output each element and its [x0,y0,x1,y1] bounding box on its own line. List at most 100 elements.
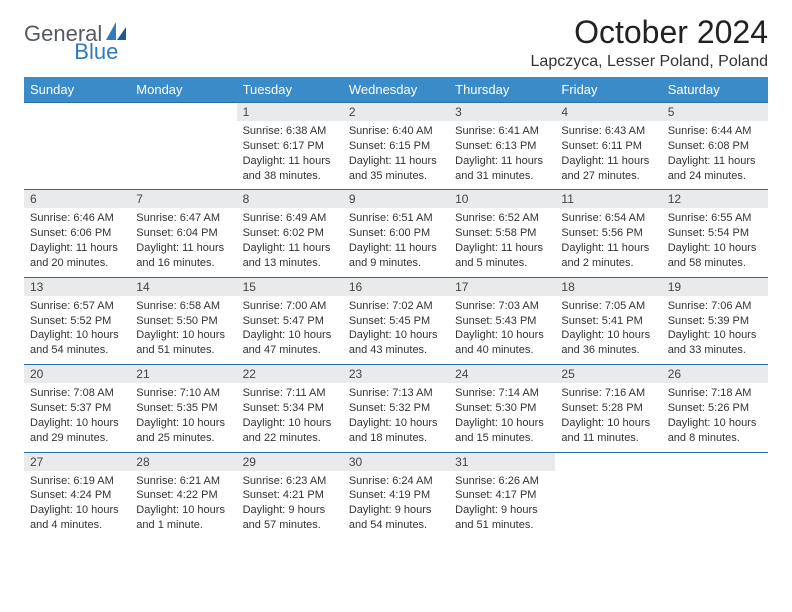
sunset-line: Sunset: 4:21 PM [243,488,337,503]
sunset-line: Sunset: 4:22 PM [136,488,230,503]
daylight-line: Daylight: 11 hours and 13 minutes. [243,241,337,271]
weekday-header: Sunday [24,77,130,103]
day-details-cell: Sunrise: 6:55 AMSunset: 5:54 PMDaylight:… [662,208,768,277]
sunrise-line: Sunrise: 6:19 AM [30,474,124,489]
daylight-line: Daylight: 11 hours and 20 minutes. [30,241,124,271]
day-details-cell [130,121,236,190]
daylight-line: Daylight: 10 hours and 1 minute. [136,503,230,533]
day-number-cell [24,103,130,122]
day-number-cell: 26 [662,365,768,384]
month-title: October 2024 [531,14,768,51]
day-details-cell [662,471,768,539]
day-details-cell: Sunrise: 6:21 AMSunset: 4:22 PMDaylight:… [130,471,236,539]
day-number-cell: 29 [237,452,343,471]
day-number-cell: 13 [24,277,130,296]
daylight-line: Daylight: 10 hours and 54 minutes. [30,328,124,358]
sunrise-line: Sunrise: 7:06 AM [668,299,762,314]
daylight-line: Daylight: 10 hours and 58 minutes. [668,241,762,271]
day-details-cell: Sunrise: 6:54 AMSunset: 5:56 PMDaylight:… [555,208,661,277]
sunrise-line: Sunrise: 6:46 AM [30,211,124,226]
weekday-header: Friday [555,77,661,103]
title-block: October 2024 Lapczyca, Lesser Poland, Po… [531,14,768,71]
weekday-header: Saturday [662,77,768,103]
sunset-line: Sunset: 5:52 PM [30,314,124,329]
sunset-line: Sunset: 6:13 PM [455,139,549,154]
sunrise-line: Sunrise: 7:08 AM [30,386,124,401]
day-number-cell [130,103,236,122]
day-number-cell: 5 [662,103,768,122]
sunset-line: Sunset: 5:56 PM [561,226,655,241]
day-details-cell: Sunrise: 6:44 AMSunset: 6:08 PMDaylight:… [662,121,768,190]
sunset-line: Sunset: 5:34 PM [243,401,337,416]
sunset-line: Sunset: 6:17 PM [243,139,337,154]
sunset-line: Sunset: 5:43 PM [455,314,549,329]
header: General Blue October 2024 Lapczyca, Less… [24,14,768,71]
day-details-cell: Sunrise: 7:02 AMSunset: 5:45 PMDaylight:… [343,296,449,365]
daylight-line: Daylight: 10 hours and 4 minutes. [30,503,124,533]
sunset-line: Sunset: 5:30 PM [455,401,549,416]
sunset-line: Sunset: 5:39 PM [668,314,762,329]
sunrise-line: Sunrise: 6:57 AM [30,299,124,314]
sunset-line: Sunset: 6:06 PM [30,226,124,241]
calendar-page: General Blue October 2024 Lapczyca, Less… [0,0,792,539]
weekday-header: Monday [130,77,236,103]
day-details-cell: Sunrise: 6:46 AMSunset: 6:06 PMDaylight:… [24,208,130,277]
sunrise-line: Sunrise: 6:23 AM [243,474,337,489]
sunrise-line: Sunrise: 6:51 AM [349,211,443,226]
day-details-row: Sunrise: 6:19 AMSunset: 4:24 PMDaylight:… [24,471,768,539]
day-number-cell: 28 [130,452,236,471]
day-details-cell: Sunrise: 6:47 AMSunset: 6:04 PMDaylight:… [130,208,236,277]
daylight-line: Daylight: 11 hours and 16 minutes. [136,241,230,271]
day-details-cell: Sunrise: 6:23 AMSunset: 4:21 PMDaylight:… [237,471,343,539]
day-details-cell: Sunrise: 7:16 AMSunset: 5:28 PMDaylight:… [555,383,661,452]
sunrise-line: Sunrise: 6:41 AM [455,124,549,139]
sunset-line: Sunset: 6:11 PM [561,139,655,154]
daylight-line: Daylight: 10 hours and 47 minutes. [243,328,337,358]
day-number-row: 6789101112 [24,190,768,209]
daylight-line: Daylight: 10 hours and 40 minutes. [455,328,549,358]
day-details-cell: Sunrise: 7:08 AMSunset: 5:37 PMDaylight:… [24,383,130,452]
day-number-cell: 31 [449,452,555,471]
sunrise-line: Sunrise: 7:10 AM [136,386,230,401]
sunrise-line: Sunrise: 6:55 AM [668,211,762,226]
sunset-line: Sunset: 5:37 PM [30,401,124,416]
sunrise-line: Sunrise: 7:14 AM [455,386,549,401]
day-number-cell: 18 [555,277,661,296]
day-details-row: Sunrise: 6:38 AMSunset: 6:17 PMDaylight:… [24,121,768,190]
day-number-cell: 10 [449,190,555,209]
daylight-line: Daylight: 10 hours and 33 minutes. [668,328,762,358]
daylight-line: Daylight: 11 hours and 38 minutes. [243,154,337,184]
day-details-cell [555,471,661,539]
sunset-line: Sunset: 5:28 PM [561,401,655,416]
daylight-line: Daylight: 11 hours and 2 minutes. [561,241,655,271]
sunrise-line: Sunrise: 6:49 AM [243,211,337,226]
day-number-cell: 4 [555,103,661,122]
sunset-line: Sunset: 5:54 PM [668,226,762,241]
sunset-line: Sunset: 6:04 PM [136,226,230,241]
day-number-cell: 17 [449,277,555,296]
day-number-cell: 24 [449,365,555,384]
sunset-line: Sunset: 5:45 PM [349,314,443,329]
day-details-cell: Sunrise: 7:05 AMSunset: 5:41 PMDaylight:… [555,296,661,365]
day-details-row: Sunrise: 6:46 AMSunset: 6:06 PMDaylight:… [24,208,768,277]
day-number-cell: 8 [237,190,343,209]
day-number-cell: 12 [662,190,768,209]
daylight-line: Daylight: 10 hours and 18 minutes. [349,416,443,446]
sunset-line: Sunset: 6:08 PM [668,139,762,154]
sunset-line: Sunset: 5:58 PM [455,226,549,241]
day-details-cell: Sunrise: 7:14 AMSunset: 5:30 PMDaylight:… [449,383,555,452]
day-number-row: 20212223242526 [24,365,768,384]
day-details-cell: Sunrise: 7:06 AMSunset: 5:39 PMDaylight:… [662,296,768,365]
day-number-cell: 3 [449,103,555,122]
sunset-line: Sunset: 6:00 PM [349,226,443,241]
daylight-line: Daylight: 11 hours and 27 minutes. [561,154,655,184]
day-number-cell [662,452,768,471]
day-details-cell: Sunrise: 6:24 AMSunset: 4:19 PMDaylight:… [343,471,449,539]
sunset-line: Sunset: 5:41 PM [561,314,655,329]
day-details-cell: Sunrise: 7:18 AMSunset: 5:26 PMDaylight:… [662,383,768,452]
daylight-line: Daylight: 9 hours and 51 minutes. [455,503,549,533]
daylight-line: Daylight: 10 hours and 25 minutes. [136,416,230,446]
sunset-line: Sunset: 5:26 PM [668,401,762,416]
day-number-cell: 11 [555,190,661,209]
calendar-table: Sunday Monday Tuesday Wednesday Thursday… [24,77,768,539]
